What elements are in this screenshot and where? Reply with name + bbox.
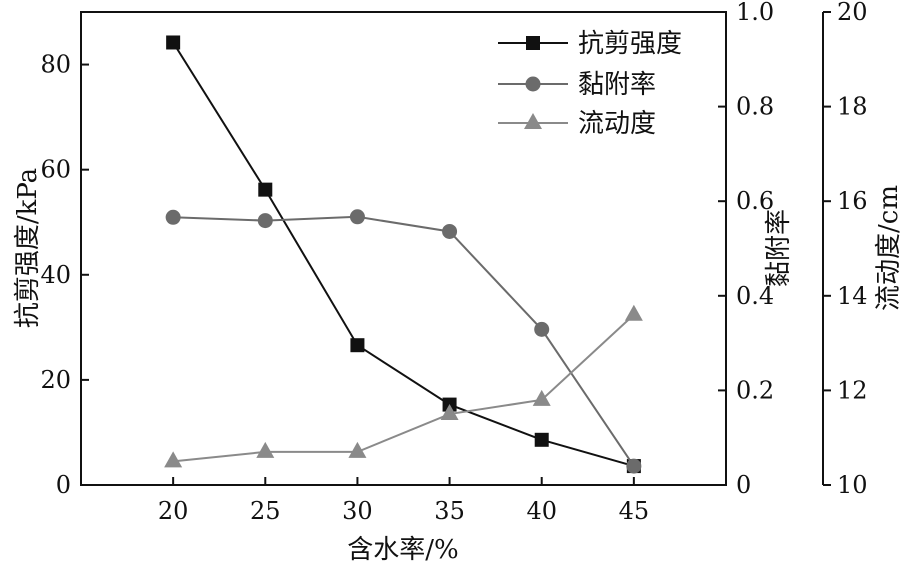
left-axis-title: 抗剪强度/kPa (13, 168, 43, 328)
series-circle (165, 209, 642, 474)
data-point-triangle (256, 441, 275, 458)
legend-label-adhesion: 黏附率 (578, 70, 656, 100)
series-layer (164, 35, 643, 474)
right1-tick-label: 0.6 (736, 187, 774, 215)
data-point-triangle (624, 304, 643, 321)
left-axis-ticks: 0 20 40 60 80 (40, 51, 89, 499)
data-point-square (166, 35, 181, 50)
legend: 抗剪强度 黏附率 流动度 (498, 29, 682, 139)
series-triangle (164, 304, 643, 468)
x-axis-ticks: 20 25 30 35 40 45 (158, 477, 649, 525)
plot-frame (80, 11, 727, 486)
left-tick-label: 80 (40, 51, 71, 79)
legend-label-shear: 抗剪强度 (578, 29, 682, 59)
x-tick-label: 40 (526, 497, 557, 525)
x-axis-title: 含水率/% (347, 535, 458, 565)
left-tick-label: 0 (56, 471, 71, 499)
data-point-circle (165, 209, 181, 225)
data-point-square (350, 338, 365, 353)
left-tick-label: 40 (40, 261, 71, 289)
series-line (173, 313, 635, 463)
data-point-circle (626, 458, 642, 474)
right1-tick-label: 1.0 (736, 0, 774, 26)
data-point-triangle (440, 404, 459, 421)
right1-tick-label: 0 (736, 471, 751, 499)
right1-axis-title: 黏附率 (764, 209, 794, 287)
right1-tick-label: 0.8 (736, 93, 774, 121)
series-square (166, 35, 641, 474)
left-tick-label: 20 (40, 366, 71, 394)
legend-item-shear: 抗剪强度 (498, 29, 682, 59)
right2-tick-label: 14 (837, 282, 868, 310)
data-point-circle (257, 213, 273, 229)
series-line (172, 41, 635, 468)
right2-tick-label: 12 (837, 376, 868, 404)
x-tick-label: 35 (434, 497, 465, 525)
right1-axis-ticks: 0 0.2 0.4 0.6 0.8 1.0 (718, 0, 774, 499)
right2-tick-label: 16 (837, 187, 868, 215)
legend-label-fluidity: 流动度 (578, 109, 656, 139)
legend-item-fluidity: 流动度 (498, 109, 656, 139)
right2-axis-title: 流动度/cm (874, 185, 904, 311)
data-point-circle (349, 209, 365, 225)
x-tick-label: 25 (250, 497, 281, 525)
legend-item-adhesion: 黏附率 (498, 70, 656, 100)
data-point-circle (534, 321, 550, 337)
right2-tick-label: 10 (837, 471, 868, 499)
data-point-square (258, 182, 273, 197)
x-tick-label: 45 (619, 497, 650, 525)
data-point-square (534, 432, 549, 447)
right1-tick-label: 0.4 (736, 282, 774, 310)
right2-tick-label: 18 (837, 93, 868, 121)
right2-tick-label: 20 (837, 0, 868, 26)
right2-axis-ticks: 10 12 14 16 18 20 (823, 0, 868, 499)
x-tick-label: 20 (158, 497, 189, 525)
data-point-circle (442, 223, 458, 239)
data-point-triangle (532, 389, 551, 406)
data-point-triangle (164, 451, 183, 468)
data-point-triangle (348, 441, 367, 458)
series-line (173, 215, 635, 467)
left-tick-label: 60 (40, 156, 71, 184)
right1-tick-label: 0.2 (736, 376, 774, 404)
x-tick-label: 30 (342, 497, 373, 525)
